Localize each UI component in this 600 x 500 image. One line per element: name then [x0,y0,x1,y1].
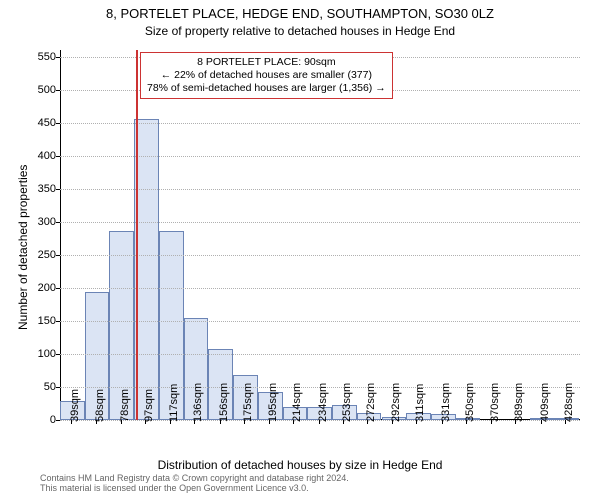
y-tick-mark [56,189,60,190]
y-tick-label: 400 [38,150,56,162]
histogram-figure: 8, PORTELET PLACE, HEDGE END, SOUTHAMPTO… [0,0,600,500]
y-tick-label: 350 [38,183,56,195]
y-tick-label: 550 [38,51,56,63]
chart-title: 8, PORTELET PLACE, HEDGE END, SOUTHAMPTO… [0,6,600,21]
annotation-line-1: 8 PORTELET PLACE: 90sqm [147,56,386,69]
y-tick-mark [56,90,60,91]
reference-vertical-line [136,50,138,420]
x-axis-label: Distribution of detached houses by size … [0,458,600,472]
y-tick-mark [56,255,60,256]
y-tick-mark [56,222,60,223]
footer-line-2: This material is licensed under the Open… [40,483,309,493]
annotation-text: 8 PORTELET PLACE: 90sqm← 22% of detached… [140,52,393,99]
y-tick-mark [56,354,60,355]
annotation-line-3: 78% of semi-detached houses are larger (… [147,82,386,95]
y-tick-mark [56,57,60,58]
y-tick-label: 450 [38,117,56,129]
y-tick-label: 0 [50,414,56,426]
annotation-line-2: ← 22% of detached houses are smaller (37… [147,69,386,82]
y-tick-mark [56,321,60,322]
y-tick-mark [56,420,60,421]
y-tick-mark [56,123,60,124]
plot-area: 050100150200250300350400450500550 39sqm5… [60,50,580,420]
y-tick-label: 150 [38,315,56,327]
footer-line-1: Contains HM Land Registry data © Crown c… [40,473,349,483]
y-tick-mark [56,156,60,157]
y-tick-label: 250 [38,249,56,261]
chart-subtitle: Size of property relative to detached ho… [0,24,600,38]
y-tick-label: 300 [38,216,56,228]
y-tick-label: 500 [38,84,56,96]
y-tick-label: 100 [38,348,56,360]
y-tick-label: 50 [44,381,56,393]
y-tick-mark [56,387,60,388]
y-axis-label: Number of detached properties [16,165,30,330]
y-tick-label: 200 [38,282,56,294]
y-tick-mark [56,288,60,289]
footer-attribution: Contains HM Land Registry data © Crown c… [40,474,600,494]
